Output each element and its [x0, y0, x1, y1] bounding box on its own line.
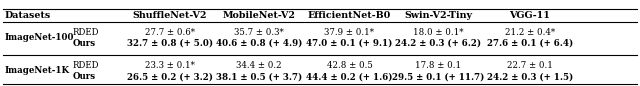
- Text: 34.4 ± 0.2: 34.4 ± 0.2: [236, 61, 282, 70]
- Text: VGG-11: VGG-11: [509, 11, 550, 20]
- Text: Ours: Ours: [72, 39, 95, 48]
- Text: 38.1 ± 0.5 (+ 3.7): 38.1 ± 0.5 (+ 3.7): [216, 72, 302, 81]
- Text: 35.7 ± 0.3*: 35.7 ± 0.3*: [234, 28, 284, 37]
- Text: 24.2 ± 0.3 (+ 1.5): 24.2 ± 0.3 (+ 1.5): [487, 72, 573, 81]
- Text: 37.9 ± 0.1*: 37.9 ± 0.1*: [324, 28, 374, 37]
- Text: 24.2 ± 0.3 (+ 6.2): 24.2 ± 0.3 (+ 6.2): [396, 39, 481, 48]
- Text: 21.2 ± 0.4*: 21.2 ± 0.4*: [505, 28, 555, 37]
- Text: 23.3 ± 0.1*: 23.3 ± 0.1*: [145, 61, 195, 70]
- Text: 18.0 ± 0.1*: 18.0 ± 0.1*: [413, 28, 463, 37]
- Text: 27.6 ± 0.1 (+ 6.4): 27.6 ± 0.1 (+ 6.4): [487, 39, 573, 48]
- Text: 22.7 ± 0.1: 22.7 ± 0.1: [507, 61, 553, 70]
- Text: 27.7 ± 0.6*: 27.7 ± 0.6*: [145, 28, 195, 37]
- Text: ImageNet-1K: ImageNet-1K: [4, 66, 70, 75]
- Text: ShuffleNet-V2: ShuffleNet-V2: [132, 11, 207, 20]
- Text: RDED: RDED: [72, 28, 99, 37]
- Text: RDED: RDED: [72, 61, 99, 70]
- Text: 17.8 ± 0.1: 17.8 ± 0.1: [415, 61, 461, 70]
- Text: 29.5 ± 0.1 (+ 11.7): 29.5 ± 0.1 (+ 11.7): [392, 72, 484, 81]
- Text: 44.4 ± 0.2 (+ 1.6): 44.4 ± 0.2 (+ 1.6): [306, 72, 393, 81]
- Text: EfficientNet-B0: EfficientNet-B0: [308, 11, 391, 20]
- Text: Swin-V2-Tiny: Swin-V2-Tiny: [404, 11, 472, 20]
- Text: MobileNet-V2: MobileNet-V2: [223, 11, 296, 20]
- Text: 26.5 ± 0.2 (+ 3.2): 26.5 ± 0.2 (+ 3.2): [127, 72, 212, 81]
- Text: ImageNet-100: ImageNet-100: [4, 33, 74, 42]
- Text: Datasets: Datasets: [4, 11, 51, 20]
- Text: 42.8 ± 0.5: 42.8 ± 0.5: [326, 61, 372, 70]
- Text: 32.7 ± 0.8 (+ 5.0): 32.7 ± 0.8 (+ 5.0): [127, 39, 212, 48]
- Text: 40.6 ± 0.8 (+ 4.9): 40.6 ± 0.8 (+ 4.9): [216, 39, 302, 48]
- Text: Ours: Ours: [72, 72, 95, 81]
- Text: 47.0 ± 0.1 (+ 9.1): 47.0 ± 0.1 (+ 9.1): [307, 39, 392, 48]
